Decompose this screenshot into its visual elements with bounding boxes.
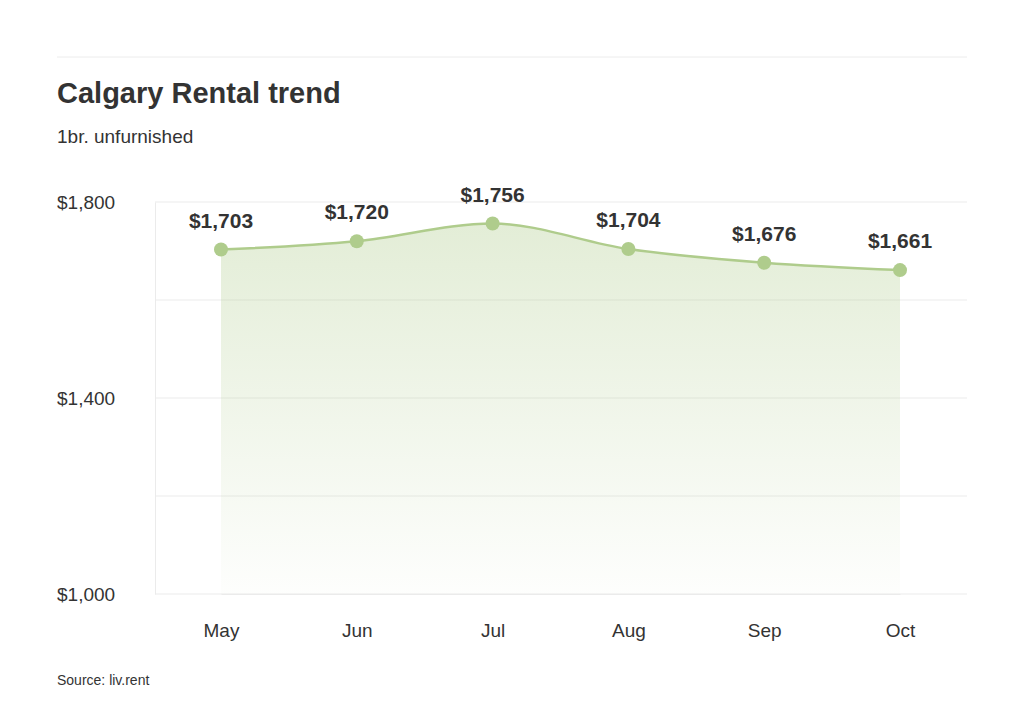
area: [221, 224, 900, 594]
y-tick: $1,800: [57, 192, 155, 213]
x-axis-line: [222, 594, 901, 595]
x-tick: Jun: [342, 594, 373, 641]
y-tick-label: $1,400: [57, 388, 115, 409]
x-tick-label: May: [204, 620, 240, 641]
source: Source: liv.rent: [57, 672, 149, 688]
marker: [350, 234, 364, 248]
line: [221, 224, 900, 271]
marker: [893, 263, 907, 277]
subtitle: 1br. unfurnished: [57, 126, 193, 147]
marker: [621, 242, 635, 256]
y-axis-line: [155, 203, 156, 595]
plot: [214, 217, 907, 594]
marker: [757, 256, 771, 270]
grid-line: [155, 202, 967, 203]
x-tick-label: Sep: [748, 620, 782, 641]
x-axis: May Jun Jul Aug Sep Oct: [204, 594, 916, 641]
x-tick: Oct: [886, 594, 916, 641]
marker: [486, 217, 500, 231]
x-tick-label: Oct: [886, 620, 916, 641]
data-label: $1,704: [596, 208, 661, 231]
x-tick-label: Jun: [342, 620, 373, 641]
y-tick-label: $1,800: [57, 192, 115, 213]
data-label: $1,661: [868, 229, 933, 252]
y-tick-label: $1,000: [57, 584, 115, 605]
y-axis: $1,000 $1,400 $1,800: [57, 192, 156, 605]
title: Calgary Rental trend: [57, 77, 341, 109]
x-tick-label: Jul: [481, 620, 505, 641]
divider: [57, 57, 967, 58]
data-label: $1,756: [460, 183, 524, 206]
data-label: $1,703: [189, 209, 253, 232]
y-tick: $1,400: [57, 388, 155, 409]
grid: [155, 202, 967, 594]
data-label: $1,676: [732, 222, 796, 245]
x-tick: May: [204, 594, 240, 641]
data-label: $1,720: [325, 200, 389, 223]
chart: Calgary Rental trend 1br. unfurnished Sour…: [0, 0, 1024, 717]
x-tick: Sep: [748, 594, 782, 641]
x-tick-label: Aug: [612, 620, 646, 641]
y-tick: $1,000: [57, 584, 155, 605]
x-tick: Aug: [612, 594, 646, 641]
data-labels: $1,703 $1,720 $1,756 $1,704 $1,676 $1,661: [189, 183, 933, 253]
marker: [214, 243, 228, 257]
x-tick: Jul: [481, 594, 505, 641]
